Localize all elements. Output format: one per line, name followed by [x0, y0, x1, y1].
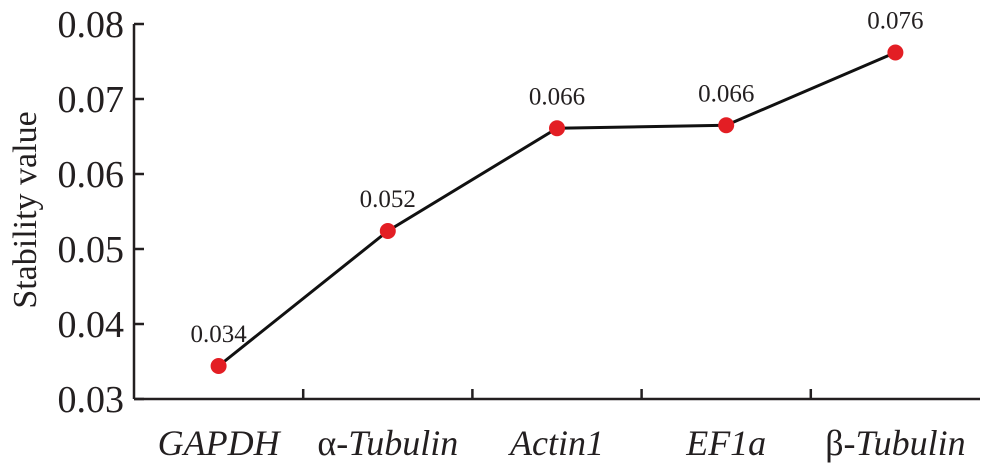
y-tick-label: 0.06	[58, 154, 125, 196]
x-tick-label-name: Tubulin	[856, 423, 966, 463]
x-tick-label-prefix: α-	[317, 423, 348, 463]
x-tick-label: EF1a	[685, 423, 766, 463]
x-tick-label: GAPDH	[158, 423, 282, 463]
x-tick-label-name: GAPDH	[158, 423, 282, 463]
y-tick-label: 0.04	[58, 304, 125, 346]
data-label: 0.034	[190, 321, 247, 348]
series: 0.034 0.052 0.066 0.066 0.076	[190, 8, 924, 374]
x-tick-label-name: EF1a	[685, 423, 766, 463]
x-axis-ticks: GAPDH α-Tubulin Actin1 EF1a β-Tubulin	[158, 389, 966, 463]
data-label: 0.076	[867, 8, 923, 35]
axes	[132, 24, 980, 401]
x-tick-label: Actin1	[508, 423, 604, 463]
data-point	[549, 120, 565, 137]
x-tick-label-name: Tubulin	[348, 423, 458, 463]
data-point	[887, 44, 904, 61]
y-tick-label: 0.05	[58, 229, 125, 271]
data-point	[379, 223, 396, 239]
y-tick-label: 0.07	[58, 79, 125, 121]
x-tick-label: β-Tubulin	[825, 423, 965, 463]
y-tick-label: 0.03	[58, 379, 125, 421]
data-label: 0.052	[360, 186, 416, 213]
data-point	[718, 117, 735, 134]
y-axis-label: Stability value	[7, 111, 44, 308]
x-tick-label-name: Actin1	[508, 423, 604, 463]
x-tick-label: α-Tubulin	[317, 423, 458, 463]
data-point	[210, 358, 227, 374]
data-label: 0.066	[529, 83, 585, 110]
data-label: 0.066	[698, 80, 754, 107]
y-axis-ticks: 0.03 0.04 0.05 0.06 0.07 0.08	[58, 4, 144, 421]
x-tick-label-prefix: β-	[825, 423, 855, 463]
y-tick-label: 0.08	[58, 4, 125, 46]
